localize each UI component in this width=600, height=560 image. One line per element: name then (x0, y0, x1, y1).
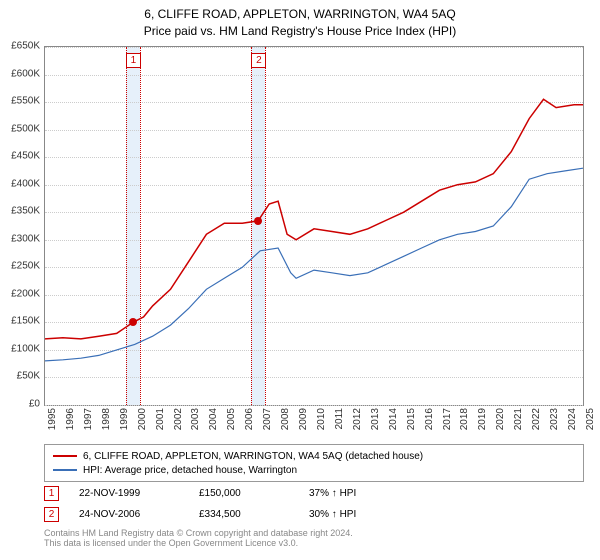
title-line-2: Price paid vs. HM Land Registry's House … (0, 23, 600, 40)
event-delta: 37% ↑ HPI (309, 488, 356, 499)
y-tick-label: £400K (0, 178, 40, 189)
x-tick-label: 2017 (442, 408, 453, 430)
y-gridline (45, 405, 583, 406)
x-tick-label: 2020 (495, 408, 506, 430)
x-tick-label: 2019 (477, 408, 488, 430)
x-tick-label: 2000 (137, 408, 148, 430)
y-tick-label: £350K (0, 206, 40, 217)
y-tick-label: £100K (0, 343, 40, 354)
legend-item: HPI: Average price, detached house, Warr… (53, 463, 575, 477)
legend-swatch (53, 455, 77, 457)
x-tick-label: 2008 (280, 408, 291, 430)
x-tick-label: 2025 (585, 408, 596, 430)
y-tick-label: £600K (0, 68, 40, 79)
y-tick-label: £50K (0, 371, 40, 382)
event-marker: 1 (44, 486, 59, 501)
chart-plot-area: 12 (44, 46, 584, 406)
event-price: £150,000 (199, 488, 289, 499)
y-tick-label: £0 (0, 399, 40, 410)
chart-lines-svg (45, 47, 583, 405)
x-tick-label: 2009 (298, 408, 309, 430)
event-row: 2 24-NOV-2006 £334,500 30% ↑ HPI (44, 507, 356, 522)
x-tick-label: 2018 (459, 408, 470, 430)
x-tick-label: 2001 (155, 408, 166, 430)
sale-dot (254, 217, 262, 225)
y-tick-label: £450K (0, 151, 40, 162)
legend-label: 6, CLIFFE ROAD, APPLETON, WARRINGTON, WA… (83, 451, 423, 462)
y-tick-label: £550K (0, 96, 40, 107)
x-tick-label: 1996 (65, 408, 76, 430)
legend-label: HPI: Average price, detached house, Warr… (83, 465, 297, 476)
footer-line-1: Contains HM Land Registry data © Crown c… (44, 528, 353, 538)
series-hpi (45, 168, 583, 361)
legend-swatch (53, 469, 77, 471)
x-tick-label: 2012 (352, 408, 363, 430)
event-price: £334,500 (199, 509, 289, 520)
event-delta: 30% ↑ HPI (309, 509, 356, 520)
x-tick-label: 2021 (513, 408, 524, 430)
sale-events-table: 1 22-NOV-1999 £150,000 37% ↑ HPI 2 24-NOV-200… (44, 486, 356, 528)
y-tick-label: £150K (0, 316, 40, 327)
x-tick-label: 2016 (424, 408, 435, 430)
x-tick-label: 1998 (101, 408, 112, 430)
y-tick-label: £500K (0, 123, 40, 134)
y-tick-label: £200K (0, 288, 40, 299)
x-tick-label: 1997 (83, 408, 94, 430)
x-tick-label: 2014 (388, 408, 399, 430)
x-tick-label: 2024 (567, 408, 578, 430)
chart-container: 6, CLIFFE ROAD, APPLETON, WARRINGTON, WA… (0, 0, 600, 560)
sale-marker-2: 2 (251, 53, 266, 68)
x-tick-label: 2015 (406, 408, 417, 430)
sale-dot (129, 318, 137, 326)
y-tick-label: £650K (0, 41, 40, 52)
x-tick-label: 2023 (549, 408, 560, 430)
x-tick-label: 2011 (334, 408, 345, 430)
x-tick-label: 2002 (173, 408, 184, 430)
legend-item: 6, CLIFFE ROAD, APPLETON, WARRINGTON, WA… (53, 449, 575, 463)
title-line-1: 6, CLIFFE ROAD, APPLETON, WARRINGTON, WA… (0, 6, 600, 23)
event-date: 24-NOV-2006 (79, 509, 179, 520)
event-date: 22-NOV-1999 (79, 488, 179, 499)
x-tick-label: 2010 (316, 408, 327, 430)
x-tick-label: 2004 (208, 408, 219, 430)
event-row: 1 22-NOV-1999 £150,000 37% ↑ HPI (44, 486, 356, 501)
x-tick-label: 2007 (262, 408, 273, 430)
x-tick-label: 2003 (190, 408, 201, 430)
footer-line-2: This data is licensed under the Open Gov… (44, 538, 353, 548)
legend-box: 6, CLIFFE ROAD, APPLETON, WARRINGTON, WA… (44, 444, 584, 482)
x-tick-label: 1995 (47, 408, 58, 430)
x-tick-label: 2006 (244, 408, 255, 430)
footer-attribution: Contains HM Land Registry data © Crown c… (44, 528, 353, 548)
chart-title: 6, CLIFFE ROAD, APPLETON, WARRINGTON, WA… (0, 0, 600, 40)
event-marker: 2 (44, 507, 59, 522)
x-tick-label: 1999 (119, 408, 130, 430)
x-tick-label: 2005 (226, 408, 237, 430)
x-tick-label: 2013 (370, 408, 381, 430)
series-price_paid (45, 99, 583, 339)
y-tick-label: £300K (0, 233, 40, 244)
y-tick-label: £250K (0, 261, 40, 272)
sale-marker-1: 1 (126, 53, 141, 68)
x-tick-label: 2022 (531, 408, 542, 430)
